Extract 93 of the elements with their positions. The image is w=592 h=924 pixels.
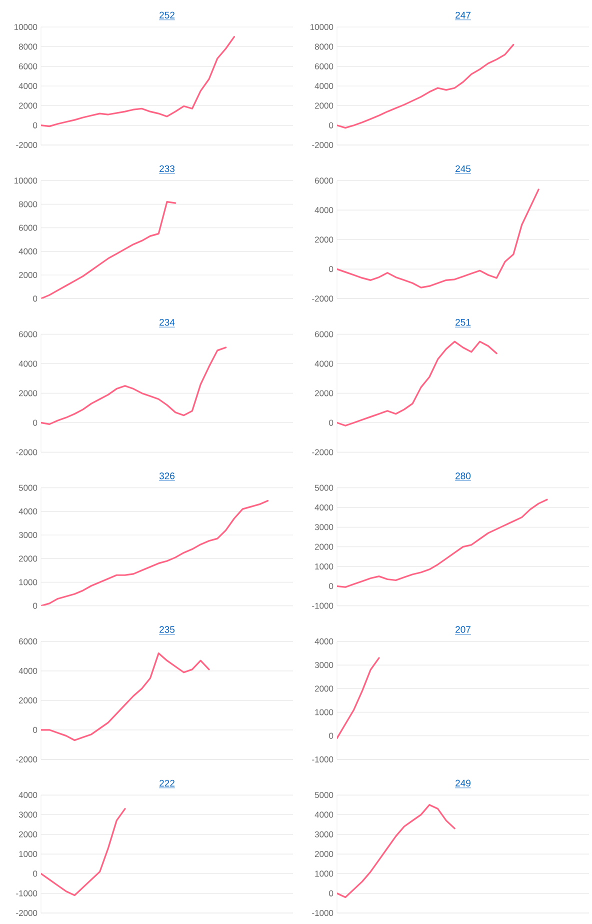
y-tick-label: -1000 xyxy=(312,910,334,916)
chart-title: 326 xyxy=(159,472,174,480)
y-tick-label: -2000 xyxy=(16,910,38,916)
y-tick-label: 4000 xyxy=(18,360,38,367)
chart-title: 251 xyxy=(456,318,470,326)
y-tick-label: 1000 xyxy=(315,870,334,877)
y-tick-label: 6000 xyxy=(315,331,334,338)
y-tick-label: -1000 xyxy=(16,890,38,896)
y-tick-label: 1000 xyxy=(19,851,38,858)
line-series xyxy=(41,346,227,425)
y-tick-label: 4000 xyxy=(314,812,334,818)
y-tick-label: 0 xyxy=(329,732,334,739)
y-tick-label: 4000 xyxy=(314,207,334,214)
chart-title: 280 xyxy=(456,472,471,480)
y-tick-label: 0 xyxy=(329,890,334,896)
y-tick-label: 6000 xyxy=(18,331,38,338)
line-series xyxy=(337,804,456,898)
line-series xyxy=(337,657,380,739)
y-tick-label: 2000 xyxy=(314,851,334,858)
y-tick-label: 6000 xyxy=(18,638,38,644)
y-tick-label: 4000 xyxy=(18,248,38,254)
y-tick-label: 4000 xyxy=(314,504,334,510)
y-tick-label: -2000 xyxy=(312,142,334,148)
y-tick-label: 2000 xyxy=(314,102,334,109)
y-tick-label: 4000 xyxy=(18,508,38,514)
y-tick-label: 2000 xyxy=(314,390,334,396)
y-tick-label: -2000 xyxy=(16,449,38,456)
chart-title: 235 xyxy=(160,626,175,633)
y-tick-label: 8000 xyxy=(18,44,38,50)
chart-title: 233 xyxy=(160,165,174,172)
y-tick-label: 10000 xyxy=(14,178,38,184)
y-tick-label: -2000 xyxy=(312,449,334,456)
y-tick-label: 4000 xyxy=(18,83,38,90)
y-tick-label: 5000 xyxy=(18,484,38,491)
y-tick-label: 2000 xyxy=(314,544,334,550)
y-tick-label: 3000 xyxy=(314,662,334,668)
y-tick-label: 4000 xyxy=(314,638,334,644)
y-tick-label: 1000 xyxy=(19,579,38,586)
y-tick-label: 0 xyxy=(329,266,334,272)
y-tick-label: 1000 xyxy=(315,709,334,716)
y-tick-label: 0 xyxy=(329,122,334,128)
y-tick-label: 0 xyxy=(329,420,334,426)
chart-title: 249 xyxy=(456,780,470,786)
y-tick-label: 5000 xyxy=(314,484,334,491)
y-tick-label: 2000 xyxy=(18,390,38,396)
y-tick-label: 2000 xyxy=(18,697,38,704)
line-series xyxy=(337,188,540,288)
y-tick-label: 10000 xyxy=(310,24,334,30)
y-tick-label: 4000 xyxy=(18,792,38,798)
y-tick-label: 0 xyxy=(329,583,334,590)
y-tick-label: -1000 xyxy=(312,602,334,609)
y-tick-label: 3000 xyxy=(314,524,334,530)
y-tick-label: 2000 xyxy=(18,831,38,838)
y-tick-label: 6000 xyxy=(18,63,38,70)
y-tick-label: 10000 xyxy=(14,24,38,30)
y-tick-label: 2000 xyxy=(314,236,334,243)
chart-title: 207 xyxy=(456,626,470,633)
y-tick-label: -2000 xyxy=(312,296,334,302)
y-tick-label: 0 xyxy=(33,726,38,733)
line-series xyxy=(41,808,126,896)
y-tick-label: 8000 xyxy=(314,44,334,50)
chart-title: 245 xyxy=(456,165,471,172)
y-tick-label: -2000 xyxy=(16,142,38,148)
y-tick-label: 2000 xyxy=(18,102,38,109)
y-tick-label: 4000 xyxy=(18,668,38,674)
line-series xyxy=(337,340,498,426)
y-tick-label: 6000 xyxy=(18,224,38,231)
chart-title: 247 xyxy=(456,12,470,18)
line-series xyxy=(41,652,210,742)
y-tick-label: 4000 xyxy=(314,360,334,367)
y-tick-label: 3000 xyxy=(314,831,334,838)
line-series xyxy=(41,201,176,299)
chart-title: 234 xyxy=(160,318,175,326)
y-tick-label: 5000 xyxy=(314,792,334,798)
chart-title: 222 xyxy=(160,780,174,786)
y-tick-label: 0 xyxy=(33,420,38,426)
y-tick-label: 6000 xyxy=(315,63,334,70)
y-tick-label: 4000 xyxy=(314,83,334,90)
y-tick-label: 2000 xyxy=(18,272,38,278)
y-tick-label: 1000 xyxy=(315,563,334,570)
y-tick-label: 0 xyxy=(33,870,38,877)
y-tick-label: 3000 xyxy=(18,532,38,538)
y-tick-label: 6000 xyxy=(315,178,334,184)
y-tick-label: -2000 xyxy=(16,756,38,762)
y-tick-label: 0 xyxy=(33,122,38,128)
chart-title: 252 xyxy=(160,12,174,18)
y-tick-label: 0 xyxy=(33,602,38,609)
y-tick-label: 3000 xyxy=(18,812,38,818)
y-tick-label: 0 xyxy=(33,296,38,302)
y-tick-label: 2000 xyxy=(18,556,38,562)
y-tick-label: 2000 xyxy=(314,686,334,692)
y-tick-label: 8000 xyxy=(18,201,38,208)
y-tick-label: -1000 xyxy=(312,756,334,762)
